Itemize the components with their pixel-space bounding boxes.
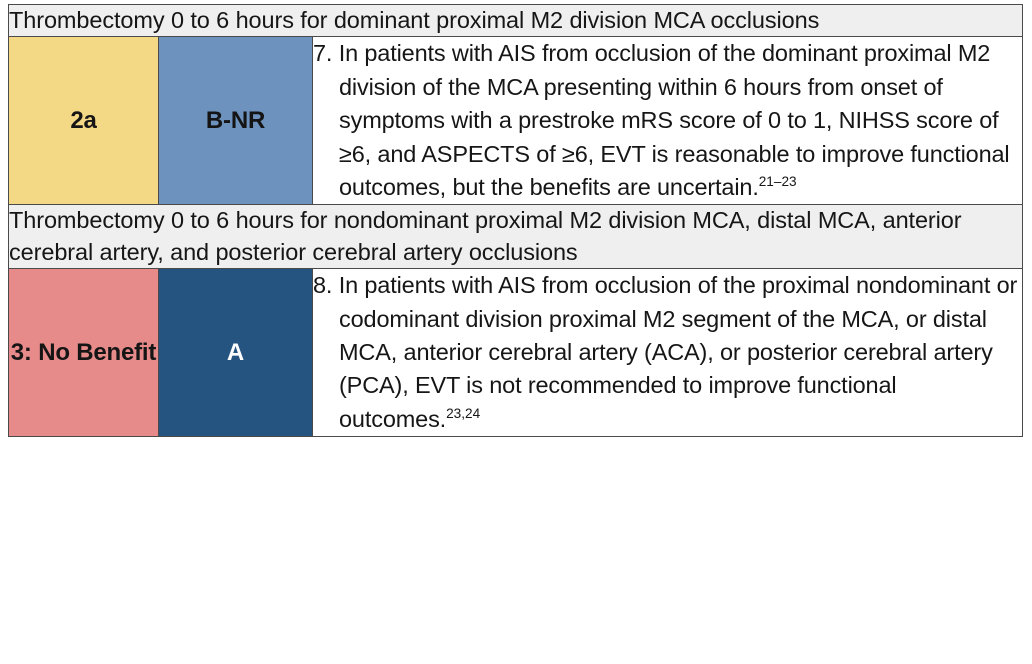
recommendation-text-7: 7. In patients with AIS from occlusion o…	[313, 37, 1022, 204]
cor-cell-3-no-benefit: 3: No Benefit	[8, 268, 159, 438]
loe-cell-a: A	[158, 268, 313, 438]
recommendation-body-8: In patients with AIS from occlusion of t…	[338, 272, 1018, 432]
recommendation-cell-7: 7. In patients with AIS from occlusion o…	[312, 36, 1023, 206]
recommendation-number-7: 7.	[313, 40, 333, 67]
recommendation-references-7: 21–23	[758, 174, 797, 190]
section-header-row: Thrombectomy 0 to 6 hours for dominant p…	[8, 3, 1023, 38]
recommendation-references-8: 23,24	[446, 405, 481, 421]
cor-cell-2a: 2a	[8, 36, 159, 206]
recommendation-cell-8: 8. In patients with AIS from occlusion o…	[312, 268, 1023, 438]
recommendation-body-7: In patients with AIS from occlusion of t…	[338, 40, 1010, 200]
table-row: 3: No Benefit A 8. In patients with AIS …	[8, 268, 1023, 438]
section-header-2: Thrombectomy 0 to 6 hours for nondominan…	[8, 204, 1023, 270]
table-row: 2a B-NR 7. In patients with AIS from occ…	[8, 36, 1023, 206]
recommendation-table: Thrombectomy 0 to 6 hours for dominant p…	[8, 3, 1023, 438]
section-header-row: Thrombectomy 0 to 6 hours for nondominan…	[8, 204, 1023, 270]
recommendation-text-8: 8. In patients with AIS from occlusion o…	[313, 269, 1022, 436]
recommendation-number-8: 8.	[313, 272, 333, 299]
section-header-1: Thrombectomy 0 to 6 hours for dominant p…	[8, 3, 1023, 38]
loe-cell-b-nr: B-NR	[158, 36, 313, 206]
